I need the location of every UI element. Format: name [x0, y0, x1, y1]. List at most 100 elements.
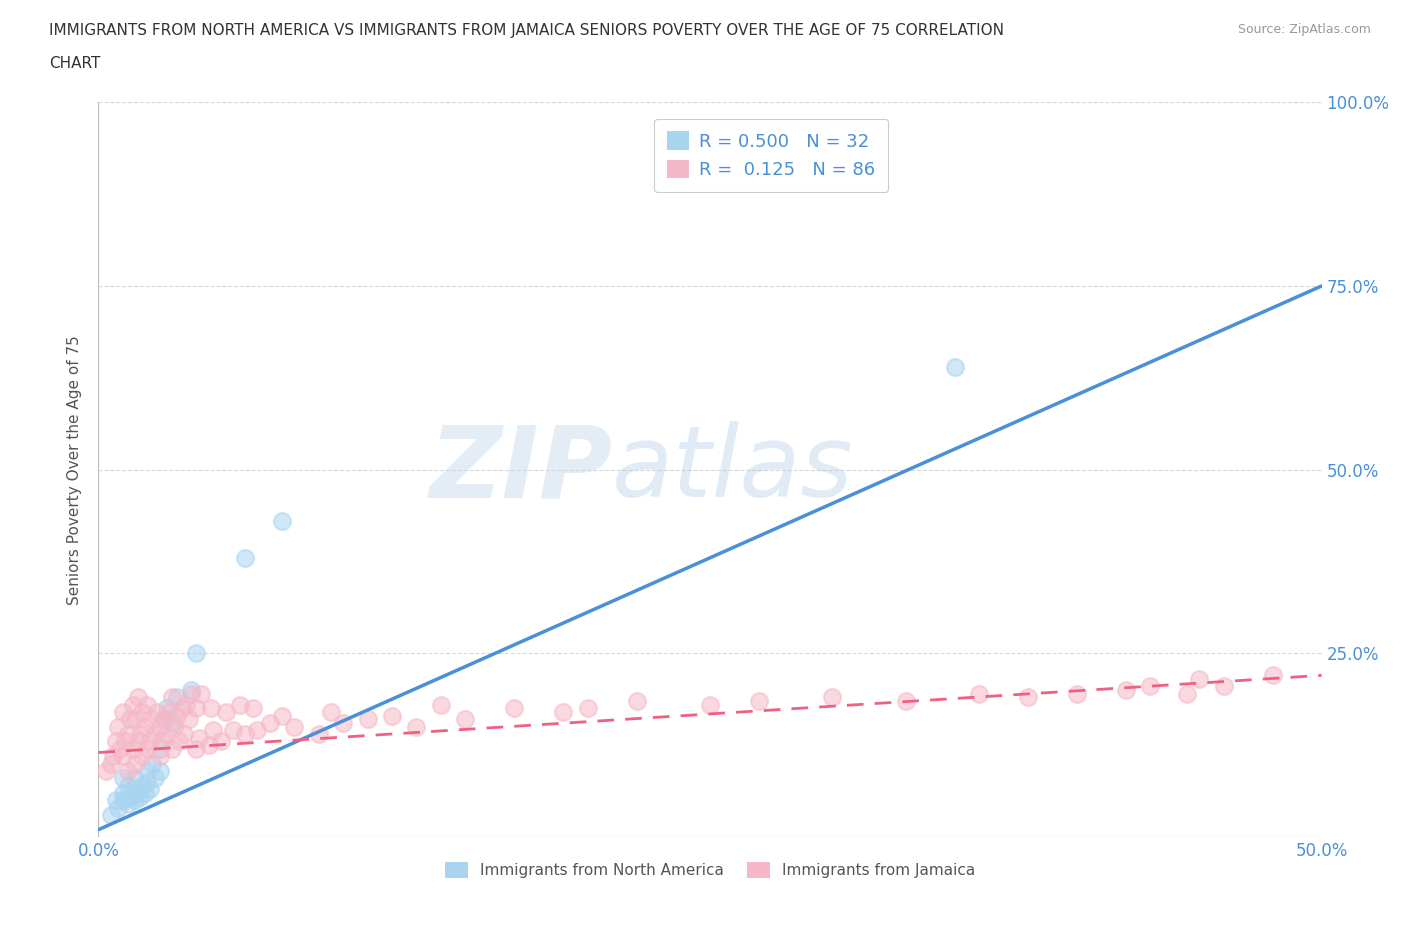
Point	[180, 683, 202, 698]
Point	[121, 782, 143, 797]
Point	[117, 796, 139, 811]
Point	[1261, 668, 1284, 683]
Point	[233, 726, 256, 741]
Point	[111, 792, 134, 807]
Point	[186, 741, 208, 756]
Point	[110, 741, 132, 756]
Point	[197, 737, 219, 752]
Text: ZIP: ZIP	[429, 421, 612, 518]
Point	[149, 741, 172, 756]
Point	[943, 359, 966, 374]
Point	[180, 686, 202, 701]
Point	[153, 712, 176, 727]
Point	[176, 698, 198, 712]
Point	[229, 698, 252, 712]
Point	[117, 764, 139, 778]
Point	[120, 790, 142, 804]
Point	[136, 764, 159, 778]
Point	[127, 786, 149, 801]
Point	[100, 756, 122, 771]
Point	[136, 741, 159, 756]
Point	[111, 705, 134, 720]
Point	[143, 726, 166, 741]
Point	[100, 807, 122, 822]
Point	[121, 741, 143, 756]
Point	[156, 726, 179, 741]
Text: atlas: atlas	[612, 421, 853, 518]
Point	[146, 705, 169, 720]
Point	[114, 734, 136, 749]
Point	[222, 723, 245, 737]
Point	[157, 705, 180, 720]
Point	[1066, 686, 1088, 701]
Point	[129, 726, 152, 741]
Point	[381, 709, 404, 724]
Point	[283, 720, 305, 735]
Point	[141, 712, 163, 727]
Point	[332, 716, 354, 731]
Text: CHART: CHART	[49, 56, 101, 71]
Point	[127, 690, 149, 705]
Point	[139, 734, 162, 749]
Point	[166, 709, 188, 724]
Point	[1115, 683, 1137, 698]
Point	[160, 741, 183, 756]
Point	[160, 716, 183, 731]
Point	[124, 771, 146, 786]
Point	[149, 720, 172, 735]
Point	[246, 723, 269, 737]
Point	[209, 734, 232, 749]
Point	[127, 734, 149, 749]
Point	[141, 756, 163, 771]
Point	[1139, 679, 1161, 694]
Point	[177, 712, 200, 727]
Point	[124, 756, 146, 771]
Text: Source: ZipAtlas.com: Source: ZipAtlas.com	[1237, 23, 1371, 36]
Text: IMMIGRANTS FROM NORTH AMERICA VS IMMIGRANTS FROM JAMAICA SENIORS POVERTY OVER TH: IMMIGRANTS FROM NORTH AMERICA VS IMMIGRA…	[49, 23, 1004, 38]
Point	[131, 749, 153, 764]
Point	[153, 712, 176, 727]
Point	[308, 726, 330, 741]
Point	[242, 701, 264, 716]
Point	[894, 694, 917, 709]
Point	[166, 690, 188, 705]
Point	[124, 792, 146, 807]
Point	[186, 701, 208, 716]
Point	[134, 786, 156, 801]
Point	[1212, 679, 1234, 694]
Point	[259, 716, 281, 731]
Point	[190, 686, 212, 701]
Point	[111, 786, 134, 801]
Point	[202, 723, 225, 737]
Point	[454, 712, 477, 727]
Point	[107, 720, 129, 735]
Point	[156, 701, 179, 716]
Point	[356, 712, 378, 727]
Y-axis label: Seniors Poverty Over the Age of 75: Seniors Poverty Over the Age of 75	[67, 335, 83, 604]
Point	[136, 698, 159, 712]
Point	[748, 694, 770, 709]
Point	[821, 690, 844, 705]
Point	[101, 749, 124, 764]
Point	[121, 698, 143, 712]
Point	[699, 698, 721, 712]
Point	[149, 749, 172, 764]
Point	[150, 734, 173, 749]
Point	[94, 764, 117, 778]
Point	[136, 775, 159, 790]
Point	[124, 712, 146, 727]
Point	[163, 720, 186, 735]
Point	[1175, 686, 1198, 701]
Point	[576, 701, 599, 716]
Point	[405, 720, 427, 735]
Point	[120, 712, 142, 727]
Point	[233, 551, 256, 565]
Point	[270, 709, 294, 724]
Point	[967, 686, 990, 701]
Point	[200, 701, 222, 716]
Point	[111, 749, 134, 764]
Point	[173, 726, 195, 741]
Point	[214, 705, 236, 720]
Point	[129, 790, 152, 804]
Point	[111, 771, 134, 786]
